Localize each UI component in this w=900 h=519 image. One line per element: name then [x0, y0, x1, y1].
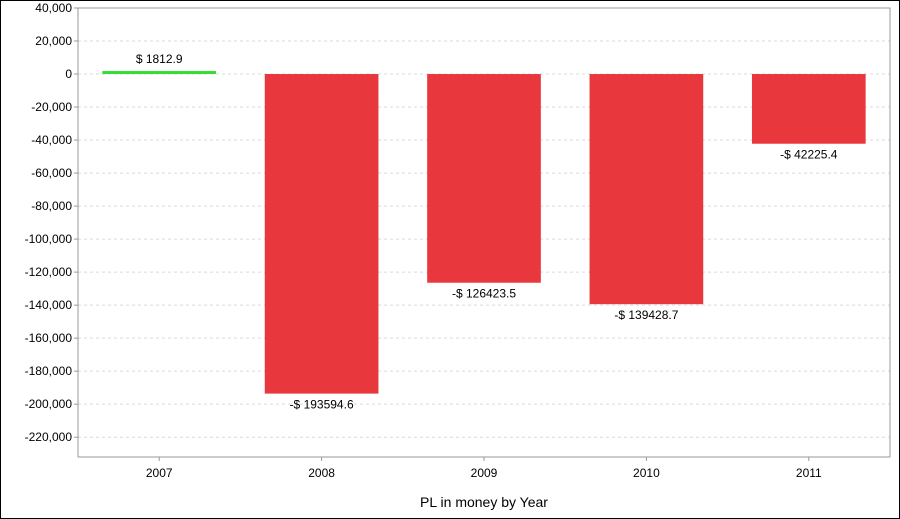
y-tick-label: 40,000 [35, 1, 72, 15]
data-label-2008: -$ 193594.6 [290, 398, 354, 412]
x-tick-label-2008: 2008 [308, 466, 335, 480]
y-tick-label: -80,000 [31, 199, 72, 213]
y-tick-label: 0 [65, 67, 72, 81]
bar-2007 [102, 71, 217, 75]
data-label-2009: -$ 126423.5 [452, 287, 516, 301]
x-axis-ticks: 2007 2008 2009 2010 2011 [146, 457, 822, 480]
y-tick-label: -120,000 [25, 265, 73, 279]
x-tick-label-2010: 2010 [633, 466, 660, 480]
y-tick-label: -100,000 [25, 232, 73, 246]
y-tick-label: -200,000 [25, 397, 73, 411]
data-label-2010: -$ 139428.7 [614, 308, 678, 322]
y-tick-label: -220,000 [25, 430, 73, 444]
y-axis-ticks: 40,000 20,000 0 -20,000 -40,000 -60,000 -80,00… [25, 1, 78, 444]
bar-2008 [264, 74, 379, 394]
data-label-2007: $ 1812.9 [136, 52, 183, 66]
x-tick-label-2011: 2011 [796, 466, 822, 480]
y-tick-label: -180,000 [25, 364, 73, 378]
x-tick-label-2007: 2007 [146, 466, 173, 480]
bar-2010 [589, 74, 704, 305]
bar-2009 [427, 74, 541, 283]
y-tick-label: -140,000 [25, 298, 73, 312]
bars [102, 71, 866, 394]
data-labels: $ 1812.9 -$ 193594.6 -$ 126423.5 -$ 139428.… [136, 52, 838, 412]
y-tick-label: -60,000 [31, 166, 72, 180]
y-tick-label: -160,000 [25, 331, 73, 345]
y-tick-label: -20,000 [31, 100, 72, 114]
x-axis-title: PL in money by Year [420, 494, 548, 510]
y-tick-label: -40,000 [31, 133, 72, 147]
bar-2011 [751, 74, 866, 144]
y-tick-label: 20,000 [35, 34, 72, 48]
data-label-2011: -$ 42225.4 [780, 148, 838, 162]
x-tick-label-2009: 2009 [471, 466, 498, 480]
